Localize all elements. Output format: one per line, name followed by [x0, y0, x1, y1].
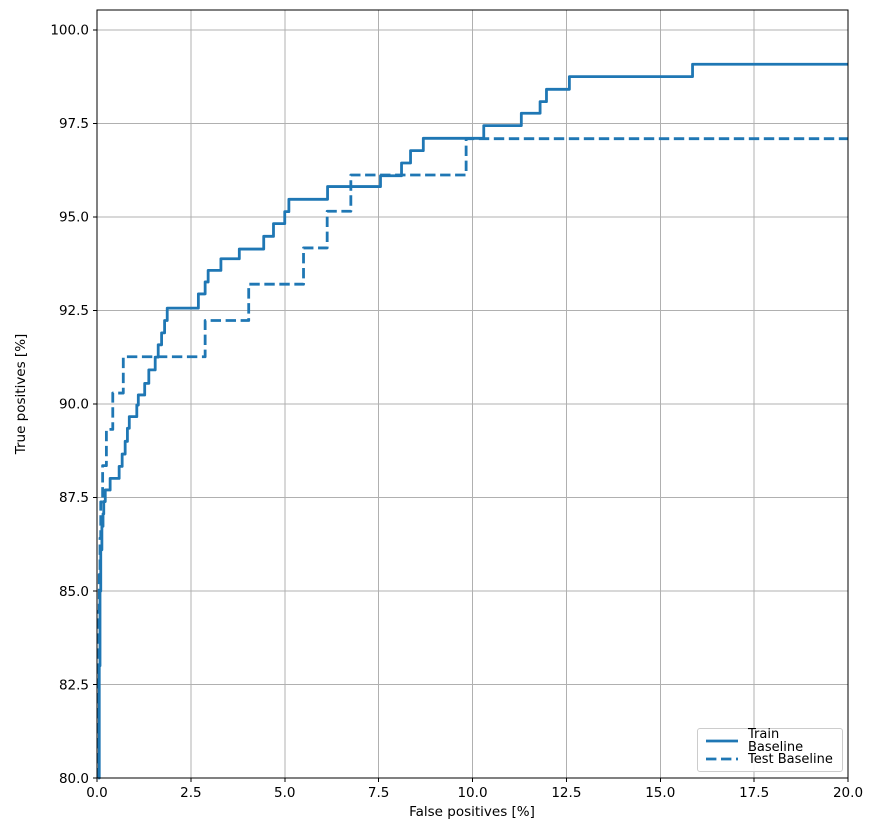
test-line-swatch [706, 757, 738, 761]
legend-label-test: Test Baseline [748, 751, 833, 767]
y-tick-label: 85.0 [59, 584, 89, 600]
x-axis-label: False positives [%] [409, 804, 535, 820]
series-path-test-baseline [97, 137, 848, 780]
y-tick-label: 92.5 [59, 303, 89, 319]
y-tick-label: 82.5 [59, 677, 89, 693]
legend-item-train: Train Baseline [705, 728, 838, 754]
y-tick-label: 100.0 [50, 23, 89, 39]
x-tick-label: 2.5 [180, 785, 201, 801]
x-tick-label: 7.5 [368, 785, 389, 801]
y-tick-label: 87.5 [59, 490, 89, 506]
train-line-swatch [706, 739, 738, 743]
y-tick-label: 80.0 [59, 771, 89, 787]
x-tick-label: 5.0 [274, 785, 295, 801]
x-tick-label: 10.0 [457, 785, 487, 801]
series-path-train-baseline [97, 62, 848, 780]
legend: Train Baseline Test Baseline [697, 728, 843, 772]
x-tick-label: 12.5 [551, 785, 581, 801]
y-tick-label: 90.0 [59, 397, 89, 413]
x-tick-label: 20.0 [833, 785, 863, 801]
x-tick-label: 15.0 [645, 785, 675, 801]
y-tick-label: 97.5 [59, 116, 89, 132]
x-tick-label: 17.5 [739, 785, 769, 801]
y-tick-label: 95.0 [59, 210, 89, 226]
legend-label-train: Train Baseline [748, 726, 804, 755]
x-tick-label: 0.0 [86, 785, 107, 801]
y-axis-label: True positives [%] [13, 333, 29, 455]
legend-item-test: Test Baseline [705, 750, 838, 768]
